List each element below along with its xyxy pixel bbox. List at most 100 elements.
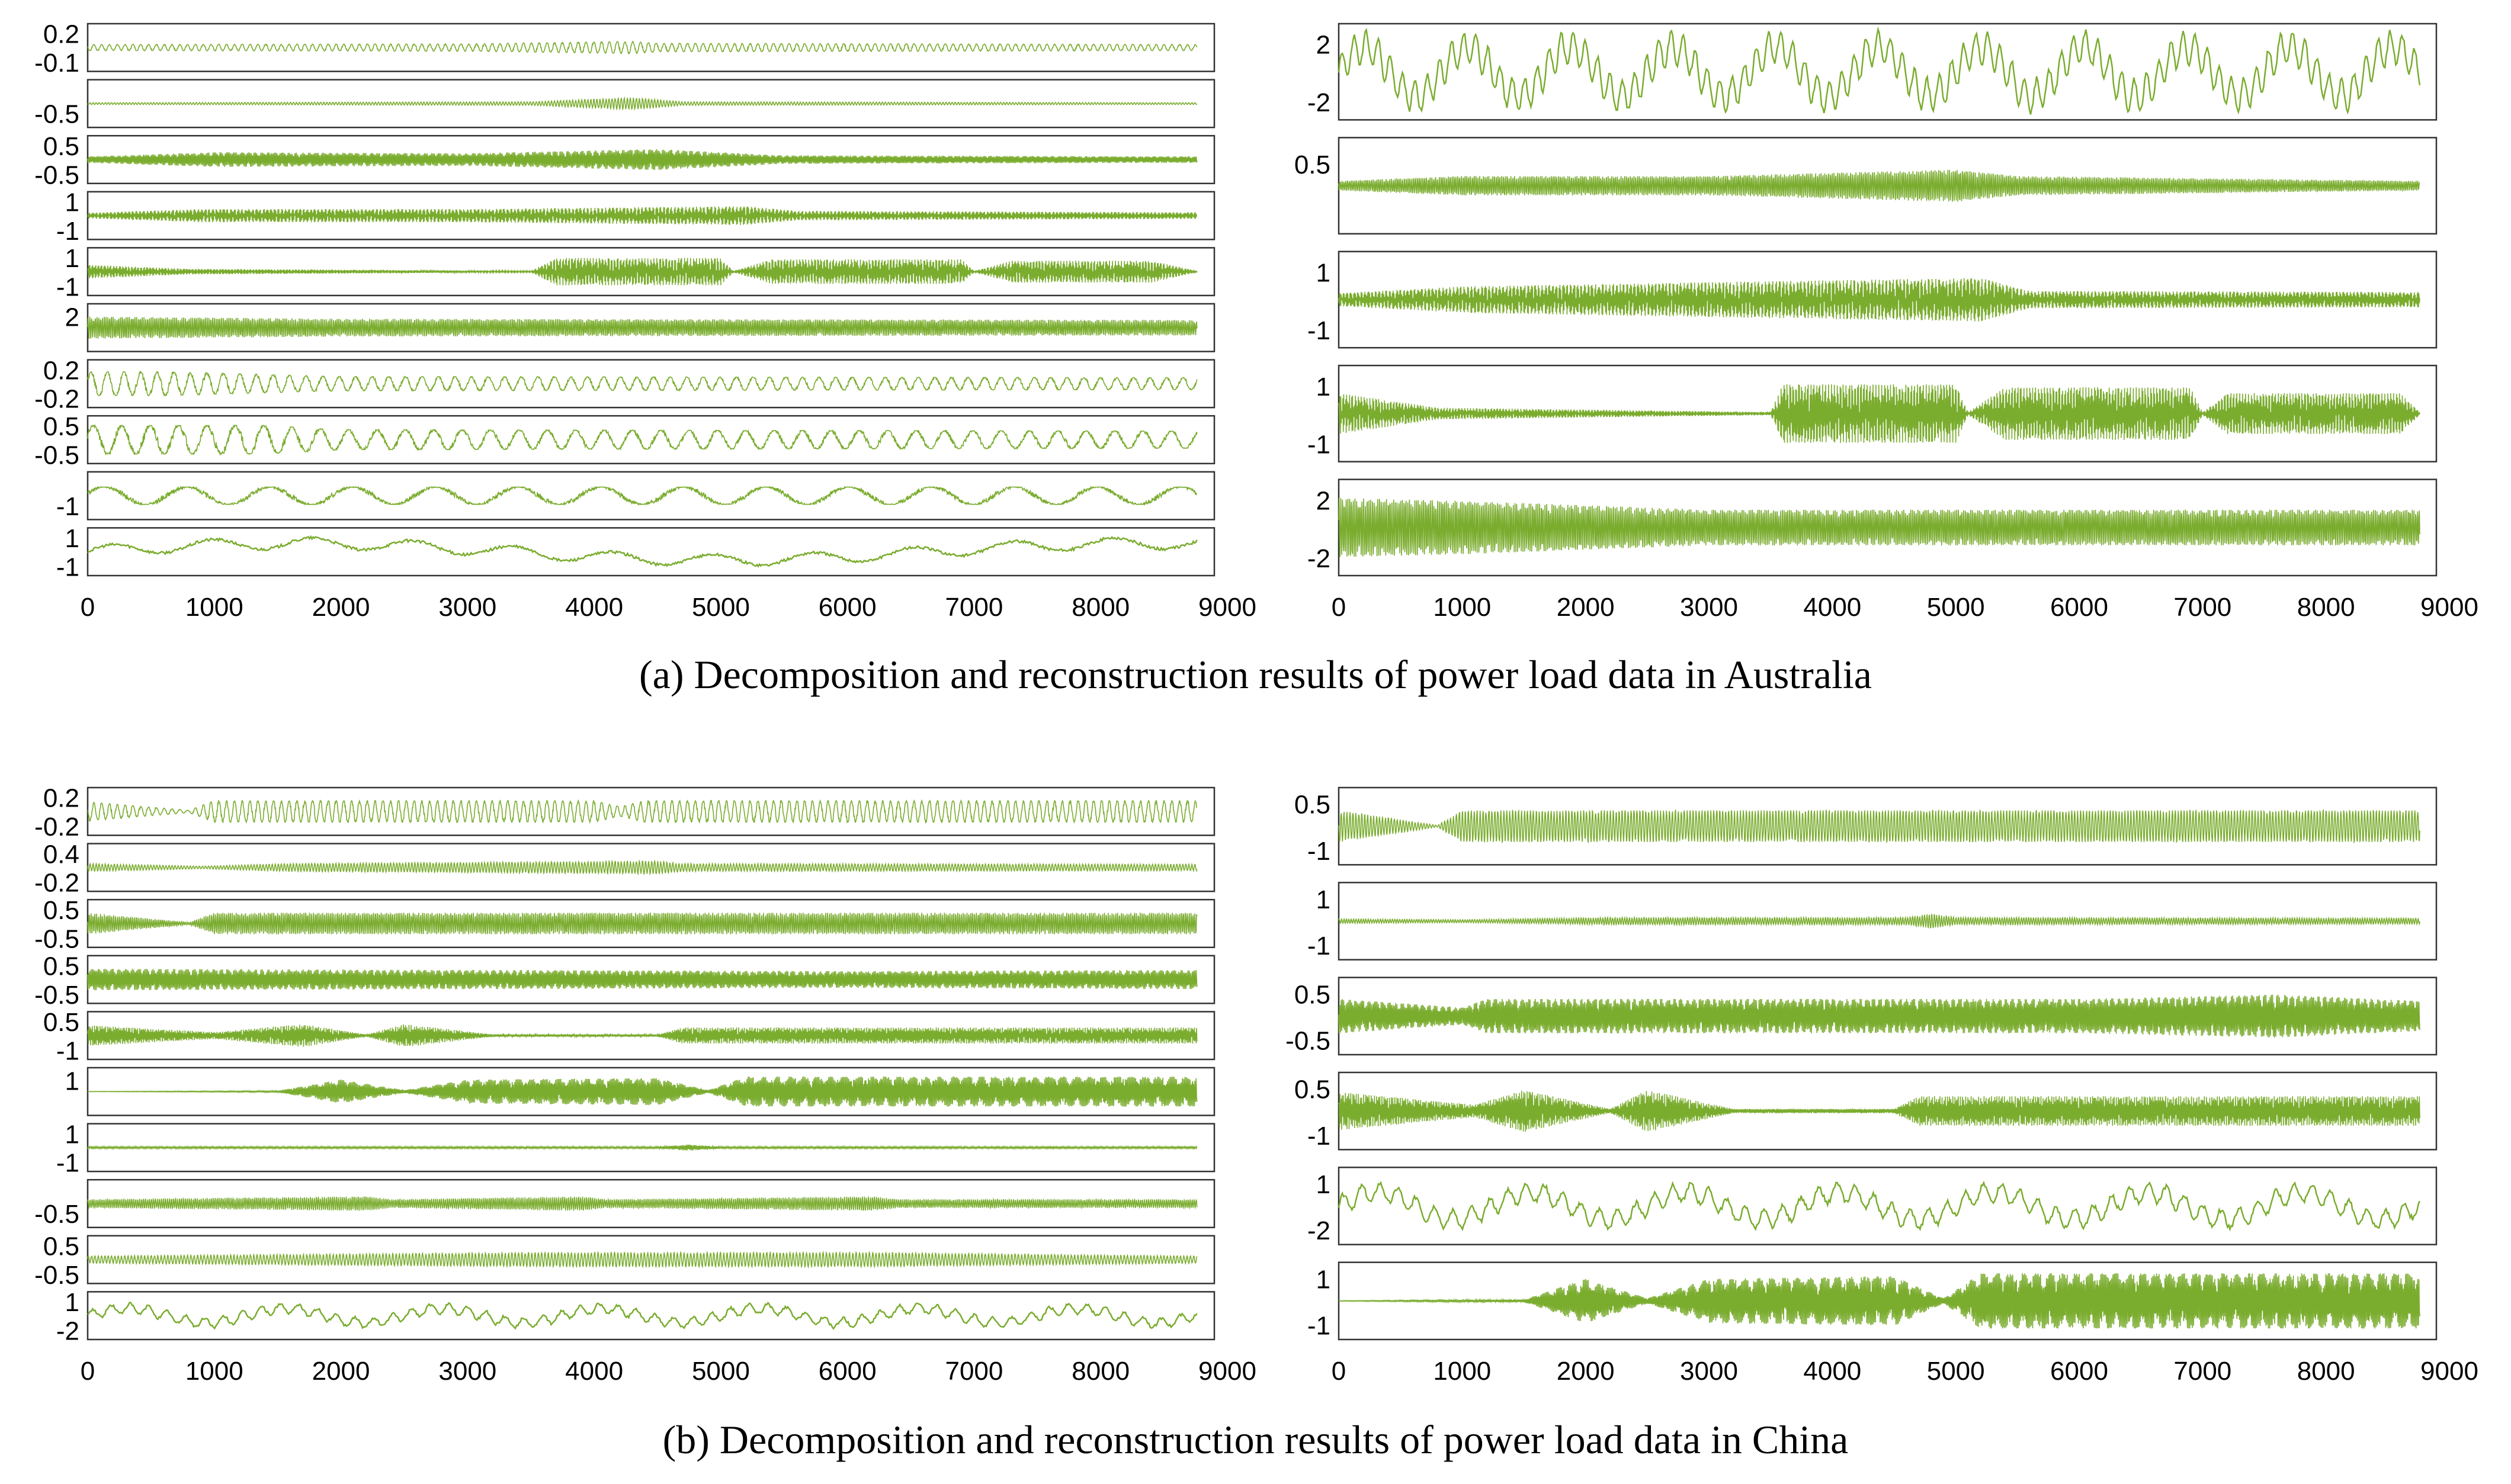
y-tick-label: 0.5 [1294, 1075, 1330, 1104]
y-tick-label: -1 [1307, 430, 1330, 459]
y-tick-label: -1 [56, 272, 79, 301]
y-tick-label: 0.5 [43, 1008, 79, 1037]
chart-aR: 2-20.51-11-12-20 1000 2000 3000 4000 5000 6000… [1294, 23, 2478, 622]
signal-line [87, 912, 1198, 935]
signal-line [87, 316, 1198, 339]
panel-bR-3: 0.5 -1 [1294, 1071, 2438, 1151]
y-tick-label: 1 [1316, 885, 1330, 914]
y-tick-label: -0.2 [34, 869, 79, 898]
signal-line [87, 423, 1198, 456]
chart-aL: 0.2-0.1-0.50.5-0.51-11-120.2-0.20.5-0.5-… [34, 20, 1256, 622]
y-tick-label: 1 [1316, 1265, 1330, 1294]
signal-line [87, 370, 1198, 397]
x-tick-label: 6000 [819, 1357, 877, 1386]
x-tick-label: 7000 [945, 593, 1003, 622]
signal-line [87, 799, 1198, 824]
x-tick-label: 2000 [1557, 1357, 1615, 1386]
y-tick-label: -0.5 [34, 1261, 79, 1290]
panel-aL-0: 0.2-0.1 [34, 20, 1216, 78]
panel-frame [86, 471, 1216, 521]
panel-aR-2: 1 -1 [1307, 250, 2438, 349]
panel-aL-6: 0.2-0.2 [34, 356, 1216, 414]
x-tick-label: 7000 [2173, 593, 2231, 622]
x-tick-label: 8000 [1072, 593, 1130, 622]
x-tick-label: 7000 [2173, 1357, 2231, 1386]
panel-aR-3: 1 -1 [1307, 364, 2438, 462]
signal-line [1338, 913, 2420, 929]
panel-bL-6: 1-1 [56, 1120, 1216, 1178]
x-tick-label: 1000 [185, 593, 243, 622]
y-tick-label: 1 [65, 1120, 79, 1149]
y-tick-label: 1 [65, 524, 79, 553]
y-tick-label: 1 [65, 1067, 79, 1096]
y-tick-label: -2 [56, 1316, 79, 1345]
signal-line [1338, 497, 2420, 557]
signal-line [87, 1301, 1198, 1330]
x-tick-label: 9000 [1198, 593, 1256, 622]
x-tick-label: 3000 [1680, 1357, 1738, 1386]
signal-line [87, 859, 1198, 876]
x-tick-label: 1000 [1433, 593, 1491, 622]
x-tick-label: 3000 [438, 1357, 496, 1386]
panel-frame [1338, 23, 2438, 121]
x-tick-label: 4000 [565, 593, 623, 622]
y-tick-label: -0.5 [1285, 1027, 1330, 1056]
y-tick-label: 1 [1316, 1170, 1330, 1199]
y-tick-label: 0.5 [43, 132, 79, 161]
x-tick-label: 5000 [692, 1357, 750, 1386]
x-tick-label: 8000 [1072, 1357, 1130, 1386]
y-tick-label: -0.5 [34, 1200, 79, 1229]
x-tick-label: 7000 [945, 1357, 1003, 1386]
panel-aR-0: 2 -2 [1307, 23, 2438, 121]
caption-b: (b) Decomposition and reconstruction res… [662, 1417, 1849, 1462]
signal-line [87, 1250, 1198, 1269]
x-tick-label: 2000 [312, 593, 370, 622]
panel-frame [86, 415, 1216, 465]
panel-bL-7: -0.5 [34, 1178, 1216, 1229]
x-tick-label: 5000 [1927, 1357, 1985, 1386]
x-tick-label: 5000 [692, 593, 750, 622]
signal-line [87, 969, 1198, 991]
y-tick-label: -1 [56, 1036, 79, 1065]
panel-frame [86, 1291, 1216, 1341]
y-tick-label: -2 [1307, 544, 1330, 573]
x-tick-label: 6000 [2050, 1357, 2108, 1386]
panel-bR-2: 0.5 -0.5 [1285, 977, 2438, 1056]
panel-aL-1: -0.5 [34, 79, 1216, 129]
y-tick-label: 0.4 [43, 840, 79, 869]
x-tick-label: 2000 [312, 1357, 370, 1386]
y-tick-label: 0.5 [1294, 791, 1330, 820]
x-tick-label: 6000 [819, 593, 877, 622]
y-tick-label: 0.5 [1294, 150, 1330, 179]
x-tick-label: 3000 [438, 593, 496, 622]
panel-bL-1: 0.4-0.2 [34, 840, 1216, 898]
panel-frame [86, 527, 1216, 577]
x-tick-label: 0 [1332, 593, 1346, 622]
panel-bR-1: 1 -1 [1307, 882, 2438, 961]
panel-bR-4: 1 -2 [1307, 1167, 2438, 1245]
panel-bL-8: 0.5-0.5 [34, 1232, 1216, 1290]
y-tick-label: -0.5 [34, 924, 79, 953]
panel-bL-4: 0.5-1 [43, 1008, 1216, 1065]
y-tick-label: 1 [65, 1288, 79, 1317]
panel-aL-4: 1-1 [56, 244, 1216, 301]
signal-line [87, 535, 1198, 568]
y-tick-label: 1 [65, 244, 79, 273]
x-tick-label: 9000 [2420, 593, 2478, 622]
x-tick-label: 4000 [1803, 1357, 1861, 1386]
x-tick-label: 4000 [1803, 593, 1861, 622]
x-tick-label: 6000 [2050, 593, 2108, 622]
panel-bL-5: 1 [65, 1067, 1216, 1116]
y-tick-label: 0.2 [43, 356, 79, 385]
signal-line [1338, 994, 2420, 1038]
panel-frame [1338, 1167, 2438, 1245]
y-tick-label: -1 [56, 492, 79, 521]
y-tick-label: -1 [56, 553, 79, 582]
signal-line [1338, 384, 2420, 443]
caption-a: (a) Decomposition and reconstruction res… [639, 652, 1872, 697]
signal-line [1338, 278, 2420, 322]
signal-line [1338, 808, 2420, 844]
signal-line [87, 96, 1198, 111]
y-tick-label: 2 [65, 303, 79, 332]
signal-line [87, 41, 1198, 55]
